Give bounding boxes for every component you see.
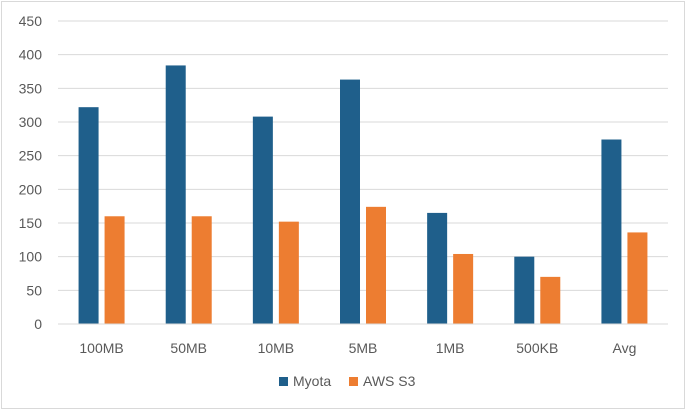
y-tick-label: 50 (26, 282, 42, 298)
bar-myota-1mb (427, 212, 448, 324)
y-tick-label: 100 (19, 249, 43, 265)
bar-aws-s3-100mb (104, 216, 125, 324)
x-tick-label: 500KB (516, 340, 558, 356)
y-tick-label: 350 (19, 80, 43, 96)
x-tick-label: 1MB (436, 340, 465, 356)
y-tick-label: 200 (19, 181, 43, 197)
y-tick-label: 450 (19, 13, 43, 29)
bars (78, 65, 648, 324)
bar-aws-s3-5mb (366, 206, 386, 324)
bar-myota-50mb (165, 65, 186, 324)
x-axis-tick-labels: 100MB 50MB 10MB 5MB 1MB 500KB Avg (79, 340, 636, 356)
y-tick-label: 250 (19, 148, 43, 164)
gridlines (58, 20, 668, 291)
y-tick-label: 150 (19, 215, 43, 231)
x-tick-label: 100MB (79, 340, 123, 356)
bar-myota-avg (601, 139, 622, 324)
bar-aws-s3-avg (627, 232, 648, 324)
y-tick-label: 0 (34, 316, 42, 332)
bar-myota-100mb (78, 107, 99, 324)
x-tick-label: 10MB (258, 340, 295, 356)
bar-aws-s3-1mb (453, 253, 474, 324)
bar-myota-5mb (340, 79, 360, 324)
x-tick-label: 50MB (170, 340, 207, 356)
bar-myota-10mb (252, 116, 273, 324)
x-tick-label: 5MB (349, 340, 378, 356)
legend-swatch-aws-s3 (349, 377, 358, 386)
legend-label-myota: Myota (293, 373, 331, 389)
bar-aws-s3-500kb (540, 276, 561, 324)
y-axis-tick-labels: 0 50 100 150 200 250 300 350 400 450 (19, 13, 43, 332)
legend-swatch-myota (279, 377, 288, 386)
legend-label-aws-s3: AWS S3 (363, 373, 416, 389)
y-tick-label: 400 (19, 47, 43, 63)
bar-aws-s3-50mb (191, 216, 212, 324)
legend: Myota AWS S3 (279, 373, 416, 389)
bar-aws-s3-10mb (278, 221, 299, 324)
y-tick-label: 300 (19, 114, 43, 130)
x-tick-label: Avg (612, 340, 636, 356)
bar-myota-500kb (514, 256, 535, 324)
